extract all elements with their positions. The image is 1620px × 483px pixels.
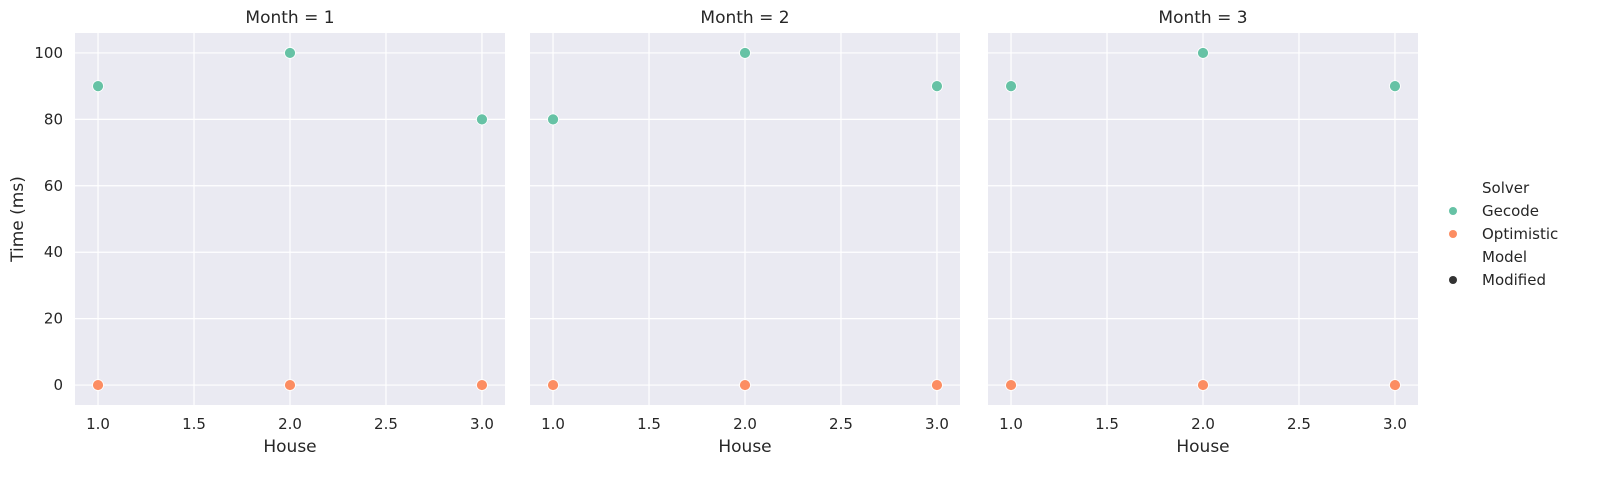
data-point-optimistic — [547, 379, 559, 391]
data-point-gecode — [931, 80, 943, 93]
panel-title: Month = 2 — [700, 8, 789, 28]
x-tick-label: 2.0 — [1191, 415, 1215, 433]
panel-title: Month = 3 — [1158, 8, 1247, 28]
data-point-optimistic — [931, 379, 943, 391]
data-point-optimistic — [476, 379, 488, 391]
y-tick-label: 100 — [34, 44, 63, 62]
x-tick-label: 1.5 — [1095, 415, 1119, 433]
y-tick-label: 0 — [53, 376, 63, 394]
data-point-gecode — [284, 47, 296, 59]
y-axis-label: Time (ms) — [8, 176, 28, 263]
y-tick-label: 20 — [44, 310, 63, 328]
data-point-optimistic — [739, 379, 751, 391]
x-tick-label: 1.5 — [182, 415, 206, 433]
x-tick-label: 1.5 — [637, 415, 661, 433]
data-point-gecode — [1389, 80, 1401, 93]
x-tick-label: 2.5 — [374, 415, 398, 433]
data-point-gecode — [476, 113, 488, 126]
legend-title: Model — [1482, 248, 1527, 266]
y-tick-label: 40 — [44, 243, 63, 261]
legend-label: Gecode — [1482, 202, 1539, 220]
data-point-optimistic — [284, 379, 296, 391]
x-tick-label: 1.0 — [541, 415, 565, 433]
legend-label: Modified — [1482, 271, 1546, 289]
x-axis-label: House — [263, 437, 316, 457]
facet-panel-1: Month = 1 1.0 1.5 2.0 2.5 3.0 House 0 20 40 60 80 10… — [34, 8, 505, 457]
legend-marker — [1449, 276, 1457, 284]
data-point-gecode — [1005, 80, 1017, 93]
data-point-gecode — [92, 80, 104, 93]
x-tick-label: 2.5 — [1287, 415, 1311, 433]
legend-marker — [1449, 207, 1457, 215]
x-tick-label: 3.0 — [1383, 415, 1407, 433]
x-tick-label: 3.0 — [925, 415, 949, 433]
x-tick-label: 3.0 — [470, 415, 494, 433]
data-point-gecode — [1197, 47, 1209, 59]
data-point-optimistic — [1389, 379, 1401, 391]
y-tick-label: 60 — [44, 177, 63, 195]
y-tick-label: 80 — [44, 110, 63, 128]
data-point-gecode — [739, 47, 751, 59]
legend-label: Optimistic — [1482, 225, 1558, 243]
legend-title: Solver — [1482, 179, 1530, 197]
x-tick-label: 1.0 — [86, 415, 110, 433]
data-point-optimistic — [1197, 379, 1209, 391]
x-tick-label: 2.0 — [733, 415, 757, 433]
x-tick-label: 2.5 — [829, 415, 853, 433]
panel-title: Month = 1 — [245, 8, 334, 28]
facet-panel-3: Month = 3 1.0 1.5 2.0 2.5 3.0 House — [988, 8, 1418, 457]
x-tick-label: 2.0 — [278, 415, 302, 433]
x-axis-label: House — [718, 437, 771, 457]
legend-marker — [1449, 230, 1457, 238]
x-axis-label: House — [1176, 437, 1229, 457]
legend: Solver Gecode Optimistic Model Modified — [1449, 179, 1558, 289]
data-point-optimistic — [92, 379, 104, 391]
data-point-gecode — [547, 113, 559, 126]
data-point-optimistic — [1005, 379, 1017, 391]
x-tick-label: 1.0 — [999, 415, 1023, 433]
facet-panel-2: Month = 2 1.0 1.5 2.0 2.5 3.0 House — [530, 8, 960, 457]
